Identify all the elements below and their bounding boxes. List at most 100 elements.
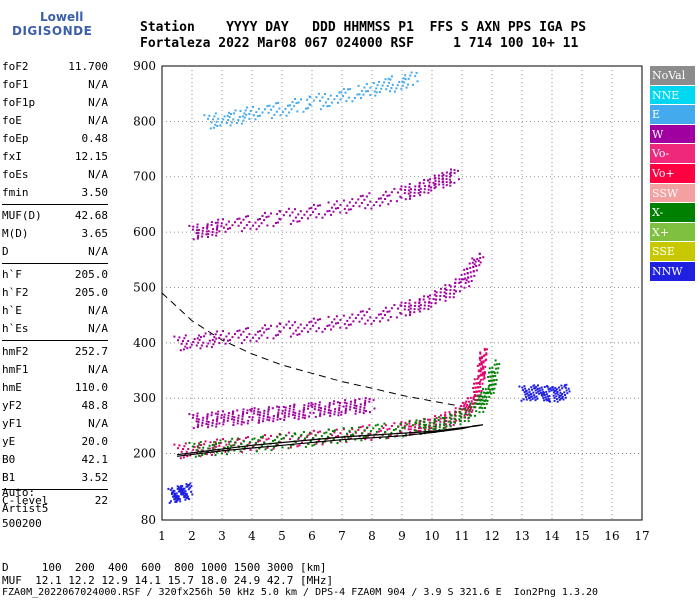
trace-point-O-trace-first-hop [435, 417, 438, 420]
trace-point-spread-upper [368, 398, 371, 401]
trace-point-fourth-hop [237, 119, 240, 121]
trace-point-X-trace-first-hop [246, 443, 249, 446]
trace-point-spread-upper [284, 409, 287, 412]
trace-point-O-trace-first-hop [178, 444, 181, 447]
trace-point-second-hop [466, 272, 469, 274]
trace-point-spread-upper [344, 399, 347, 402]
trace-point-second-hop [449, 285, 452, 288]
trace-point-second-hop [234, 333, 236, 336]
trace-point-third-hop [197, 236, 199, 239]
trace-point-X-trace-first-hop [345, 439, 347, 442]
trace-point-X-trace-first-hop [455, 411, 457, 414]
trace-point-low-echoes [173, 492, 176, 495]
trace-point-fourth-hop [216, 125, 219, 127]
trace-point-low-echoes [190, 490, 193, 493]
trace-point-second-hop [409, 307, 412, 310]
trace-point-second-hop [465, 279, 468, 282]
trace-point-spread-upper [354, 399, 357, 402]
trace-point-O-trace-first-hop [480, 355, 483, 358]
trace-point-spread-upper [372, 399, 375, 402]
trace-point-second-hop [243, 339, 246, 342]
trace-point-third-hop [442, 183, 445, 186]
trace-point-O-trace-first-hop [434, 415, 437, 418]
trace-point-fourth-hop [391, 83, 394, 86]
trace-point-O-trace-first-hop [252, 446, 254, 449]
trace-point-second-hop [198, 334, 201, 337]
trace-point-low-echoes [180, 485, 182, 488]
trace-point-second-hop [454, 281, 457, 284]
trace-point-second-hop [390, 307, 393, 310]
trace-point-fourth-hop [255, 111, 258, 114]
trace-point-spread-upper [307, 407, 309, 410]
trace-point-X-trace-first-hop [469, 402, 472, 405]
trace-point-X-trace-first-hop [419, 423, 422, 425]
trace-point-third-hop [384, 190, 387, 193]
trace-point-NNW-echoes [546, 399, 549, 402]
trace-point-fourth-hop [365, 90, 367, 93]
trace-point-low-echoes [181, 485, 184, 488]
trace-point-fourth-hop [300, 98, 302, 101]
trace-point-spread-upper [353, 406, 356, 409]
trace-point-X-trace-first-hop [477, 402, 480, 405]
header-row1: Station YYYY DAY DDD HHMMSS P1 FFS S AXN… [140, 20, 587, 35]
trace-point-low-echoes [174, 496, 177, 499]
trace-point-X-trace-first-hop [408, 420, 411, 423]
trace-point-third-hop [218, 230, 221, 233]
trace-point-O-trace-first-hop [409, 428, 412, 431]
trace-point-X-trace-first-hop [237, 437, 239, 440]
trace-point-X-trace-first-hop [489, 375, 492, 378]
trace-point-second-hop [469, 266, 472, 269]
trace-point-second-hop [393, 304, 396, 306]
trace-point-spread-upper [277, 408, 280, 411]
trace-point-NNW-echoes [530, 395, 533, 398]
trace-point-X-trace-first-hop [488, 395, 491, 398]
trace-point-second-hop [444, 299, 447, 302]
trace-point-O-trace-first-hop [480, 361, 483, 364]
trace-point-spread-upper [231, 418, 234, 421]
trace-point-O-trace-first-hop [466, 408, 469, 411]
trace-point-low-echoes [188, 498, 191, 501]
trace-point-NNW-echoes [543, 391, 545, 394]
trace-point-O-trace-first-hop [485, 353, 488, 356]
trace-point-third-hop [339, 203, 342, 206]
trace-point-X-trace-first-hop [214, 454, 217, 457]
trace-point-X-trace-first-hop [208, 444, 211, 447]
trace-point-O-trace-first-hop [478, 383, 481, 386]
trace-point-X-trace-first-hop [198, 443, 201, 446]
trace-point-second-hop [443, 295, 446, 297]
trace-point-X-trace-first-hop [304, 445, 307, 448]
trace-point-NNW-echoes [522, 389, 524, 392]
trace-point-spread-upper [314, 405, 317, 408]
trace-point-second-hop [245, 327, 247, 330]
trace-point-third-hop [270, 212, 272, 215]
trace-point-second-hop [448, 296, 451, 299]
trace-point-third-hop [357, 198, 360, 201]
trace-point-fourth-hop [394, 90, 396, 93]
trace-point-third-hop [289, 214, 291, 217]
trace-point-X-trace-first-hop [255, 441, 257, 444]
trace-point-fourth-hop [306, 98, 309, 101]
trace-point-second-hop [368, 307, 371, 310]
trace-point-X-trace-first-hop [273, 446, 276, 449]
trace-point-second-hop [335, 322, 337, 325]
trace-point-spread-upper [205, 420, 208, 423]
trace-point-third-hop [438, 180, 440, 183]
trace-point-spread-upper [196, 412, 199, 415]
trace-point-X-trace-first-hop [415, 419, 418, 422]
param-value: 205.0 [74, 268, 108, 281]
trace-point-fourth-hop [356, 93, 359, 96]
trace-point-NNW-echoes [563, 391, 566, 394]
trace-point-fourth-hop [215, 120, 218, 123]
trace-point-spread-upper [318, 401, 321, 404]
trace-point-second-hop [216, 330, 219, 333]
legend-item-sse: SSE [650, 242, 695, 262]
trace-point-spread-upper [284, 406, 287, 409]
param-value: N/A [88, 168, 108, 181]
trace-point-O-trace-first-hop [386, 428, 389, 431]
trace-point-spread-upper [237, 414, 240, 417]
legend-item-ssw: SSW [650, 183, 695, 204]
trace-point-second-hop [453, 285, 456, 288]
trace-point-third-hop [192, 225, 195, 228]
trace-point-low-echoes [185, 483, 188, 486]
trace-point-X-trace-first-hop [433, 422, 436, 425]
